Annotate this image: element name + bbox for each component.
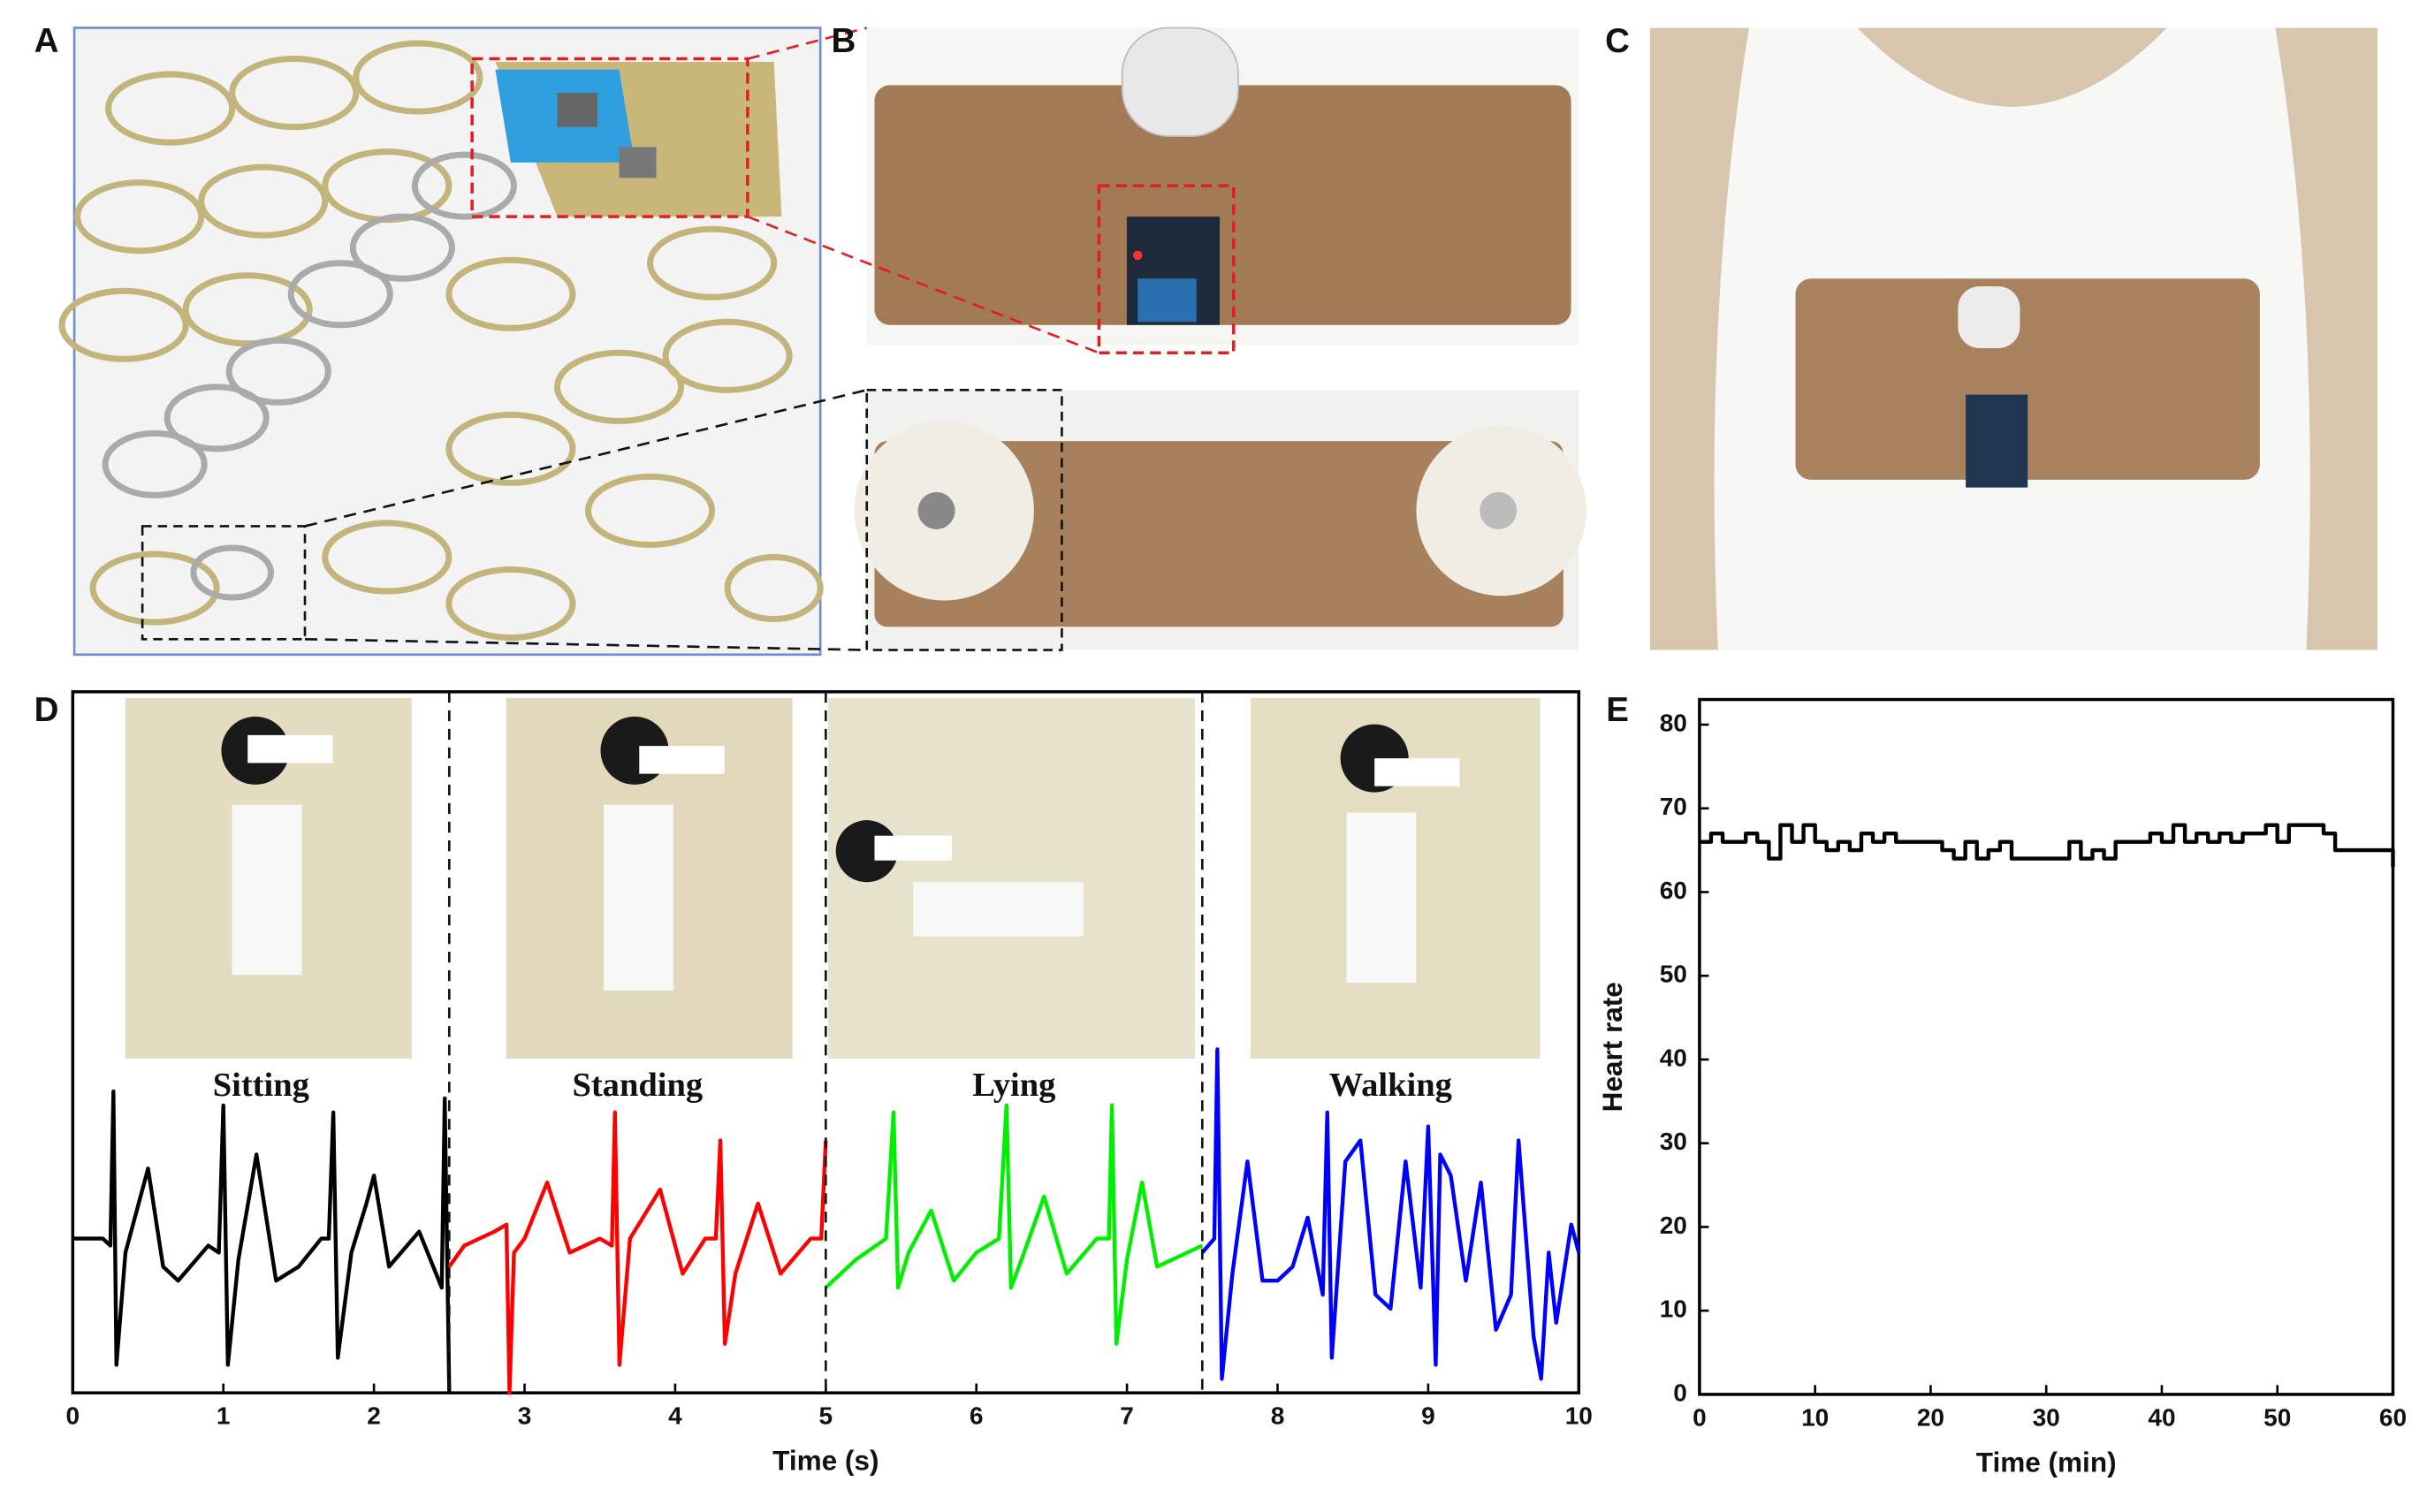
x-tick-label: 7 xyxy=(1120,1402,1134,1430)
activity-label: Walking xyxy=(1329,1067,1452,1104)
textile-illustration xyxy=(58,27,824,657)
x-tick-label: 10 xyxy=(1565,1402,1593,1430)
x-tick-label: 5 xyxy=(819,1402,833,1430)
x-tick-label: 60 xyxy=(2379,1403,2407,1431)
panel-label: C xyxy=(1605,22,1630,60)
data-line xyxy=(1200,1047,1581,1381)
x-tick-label: 2 xyxy=(367,1402,381,1430)
y-tick-label: 20 xyxy=(1660,1212,1687,1239)
panel-label: A xyxy=(34,22,59,60)
data-line xyxy=(447,1110,828,1395)
x-tick-label: 8 xyxy=(1271,1402,1285,1430)
y-tick-label: 10 xyxy=(1660,1295,1687,1323)
activity-label: Sitting xyxy=(213,1067,309,1104)
x-tick-label: 6 xyxy=(970,1402,984,1430)
posture-photos xyxy=(125,697,1541,1059)
shirt-photo xyxy=(1649,27,2378,650)
activity-label: Lying xyxy=(972,1067,1055,1104)
plot-frame xyxy=(1698,697,2395,1396)
panel-label: E xyxy=(1606,691,1629,729)
y-tick-label: 30 xyxy=(1660,1128,1687,1155)
activity-label: Standing xyxy=(572,1067,703,1104)
panel-label: B xyxy=(832,22,856,60)
zoom-lines xyxy=(304,27,1099,651)
x-tick-label: 20 xyxy=(1917,1403,1944,1431)
x-tick-label: 50 xyxy=(2263,1403,2291,1431)
y-axis-label: Heart rate xyxy=(1596,982,1628,1112)
x-tick-label: 1 xyxy=(217,1402,231,1430)
data-line xyxy=(1699,823,2395,868)
x-tick-label: 30 xyxy=(2033,1403,2060,1431)
panel-label: D xyxy=(34,691,59,729)
y-tick-label: 70 xyxy=(1660,793,1687,820)
x-axis-label: Time (s) xyxy=(772,1445,879,1477)
x-tick-label: 4 xyxy=(668,1402,682,1430)
y-tick-label: 80 xyxy=(1660,709,1687,736)
x-tick-label: 40 xyxy=(2148,1403,2175,1431)
knit-photo xyxy=(854,27,1587,651)
y-tick-label: 40 xyxy=(1660,1044,1687,1071)
data-line xyxy=(824,1103,1204,1346)
x-axis-label: Time (min) xyxy=(1976,1446,2117,1478)
x-tick-label: 0 xyxy=(66,1402,80,1430)
y-tick-label: 0 xyxy=(1673,1379,1687,1406)
data-line xyxy=(72,1089,452,1394)
y-tick-label: 50 xyxy=(1660,961,1687,988)
x-tick-label: 9 xyxy=(1421,1402,1435,1430)
x-tick-label: 10 xyxy=(1801,1403,1829,1431)
x-tick-label: 0 xyxy=(1693,1403,1707,1431)
y-tick-label: 60 xyxy=(1660,877,1687,904)
x-tick-label: 3 xyxy=(518,1402,532,1430)
